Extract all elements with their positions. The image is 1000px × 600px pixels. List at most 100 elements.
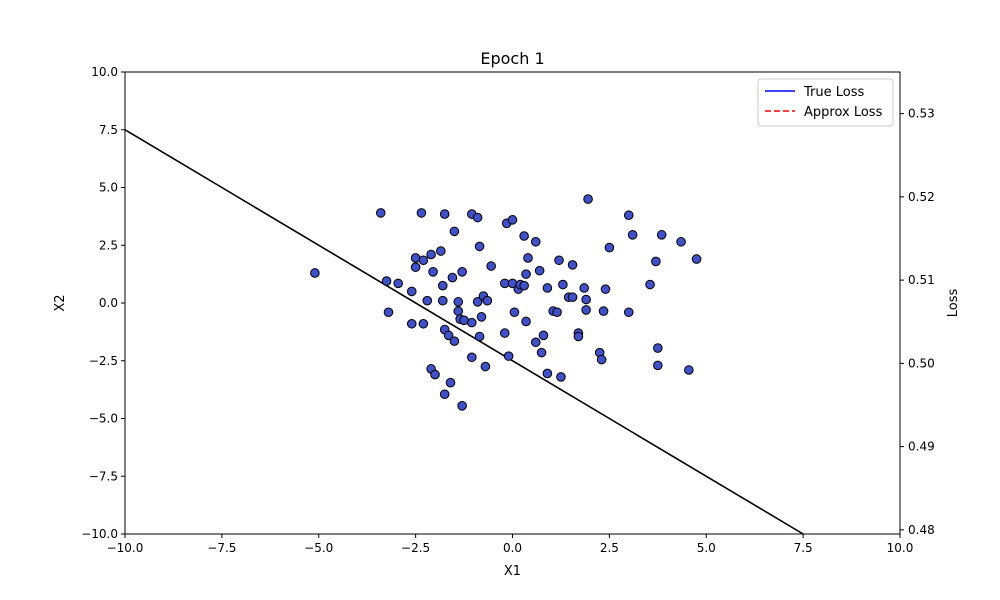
- data-point: [437, 295, 448, 306]
- data-point: [418, 318, 429, 329]
- y-tick-label: 2.5: [99, 238, 118, 252]
- data-point: [519, 231, 529, 241]
- data-point: [406, 318, 417, 329]
- data-point: [567, 260, 578, 270]
- x-axis-label: X1: [504, 564, 521, 579]
- data-point: [579, 283, 589, 293]
- y2-tick-label: 0.52: [908, 190, 935, 204]
- data-point: [310, 268, 320, 278]
- data-point: [375, 208, 386, 218]
- data-point: [472, 212, 483, 223]
- data-point: [534, 265, 545, 276]
- legend-true-loss-label: True Loss: [803, 85, 864, 100]
- data-point: [567, 292, 578, 303]
- x-tick-label: −10.0: [107, 541, 144, 555]
- data-point: [457, 400, 467, 411]
- data-point: [453, 306, 464, 316]
- data-point: [393, 278, 403, 289]
- data-point: [645, 279, 655, 290]
- data-point: [453, 297, 464, 307]
- x-tick-label: −7.5: [207, 541, 236, 555]
- y2-tick-label: 0.49: [908, 440, 935, 454]
- data-point: [627, 230, 638, 240]
- data-point: [542, 283, 553, 293]
- x-tick-label: 7.5: [794, 541, 813, 555]
- data-point: [573, 331, 584, 342]
- data-point: [653, 343, 663, 353]
- data-point: [651, 256, 661, 267]
- x-axis-ticks: −10.0 −7.5 −5.0 −2.5 0.0 2.5 5.0 7.5 10.0: [107, 534, 914, 555]
- y-tick-label: −10.0: [81, 527, 118, 541]
- data-point: [530, 337, 541, 348]
- data-point: [509, 307, 520, 318]
- data-point: [416, 208, 427, 218]
- data-point: [445, 377, 456, 388]
- x-tick-label: 5.0: [697, 541, 716, 555]
- y2-axis-label: Loss: [946, 289, 961, 318]
- y-tick-label: −2.5: [89, 354, 118, 368]
- x-tick-label: 0.0: [503, 541, 522, 555]
- data-point: [406, 286, 417, 297]
- data-point: [554, 255, 564, 266]
- data-point: [422, 295, 433, 306]
- data-point: [480, 361, 491, 372]
- data-point: [556, 372, 566, 382]
- data-point: [552, 307, 562, 318]
- data-point: [536, 347, 547, 358]
- data-point: [503, 351, 514, 361]
- data-point: [653, 360, 663, 371]
- data-point: [430, 369, 440, 380]
- y-tick-label: 5.0: [99, 181, 118, 195]
- y2-tick-label: 0.51: [908, 273, 935, 287]
- data-point: [467, 352, 477, 363]
- y-tick-label: 7.5: [99, 123, 118, 137]
- data-point: [623, 210, 634, 221]
- data-point: [583, 194, 593, 204]
- data-point: [542, 368, 553, 379]
- data-point: [486, 261, 496, 271]
- data-point: [482, 295, 493, 306]
- data-point: [449, 226, 460, 237]
- data-point: [439, 389, 450, 400]
- data-point: [596, 354, 607, 365]
- data-point: [600, 284, 611, 294]
- x-tick-label: −2.5: [401, 541, 430, 555]
- data-point: [474, 331, 485, 342]
- y-tick-label: −5.0: [89, 412, 118, 426]
- data-point: [581, 305, 591, 315]
- data-point: [507, 215, 518, 225]
- y-tick-label: −7.5: [89, 469, 118, 483]
- data-point: [538, 330, 549, 341]
- data-point: [519, 280, 529, 291]
- data-point: [521, 316, 531, 327]
- data-point: [656, 230, 667, 240]
- data-point: [383, 307, 394, 318]
- data-point: [530, 236, 541, 247]
- y-tick-label: 0.0: [99, 296, 118, 310]
- y2-tick-label: 0.48: [908, 523, 935, 537]
- data-point: [437, 280, 448, 291]
- data-point: [426, 249, 436, 260]
- data-point: [410, 262, 421, 272]
- data-point: [684, 365, 694, 375]
- data-point: [443, 330, 454, 341]
- data-point: [474, 241, 485, 252]
- y2-tick-label: 0.53: [908, 107, 935, 121]
- legend-approx-loss-label: Approx Loss: [804, 105, 883, 120]
- x-tick-label: 10.0: [887, 541, 914, 555]
- decision-boundary-line: [124, 129, 804, 535]
- data-point: [381, 276, 392, 286]
- y-axis-label: X2: [53, 294, 68, 311]
- data-point: [472, 297, 483, 307]
- x-tick-label: −5.0: [304, 541, 333, 555]
- x-tick-label: 2.5: [600, 541, 619, 555]
- data-point: [676, 236, 686, 247]
- data-point: [558, 279, 568, 290]
- data-point: [581, 294, 591, 305]
- data-point: [428, 267, 438, 277]
- data-point: [476, 312, 487, 322]
- data-point: [523, 253, 533, 263]
- data-point: [691, 254, 702, 264]
- chart-title: Epoch 1: [480, 49, 544, 68]
- y-tick-label: 10.0: [91, 65, 118, 79]
